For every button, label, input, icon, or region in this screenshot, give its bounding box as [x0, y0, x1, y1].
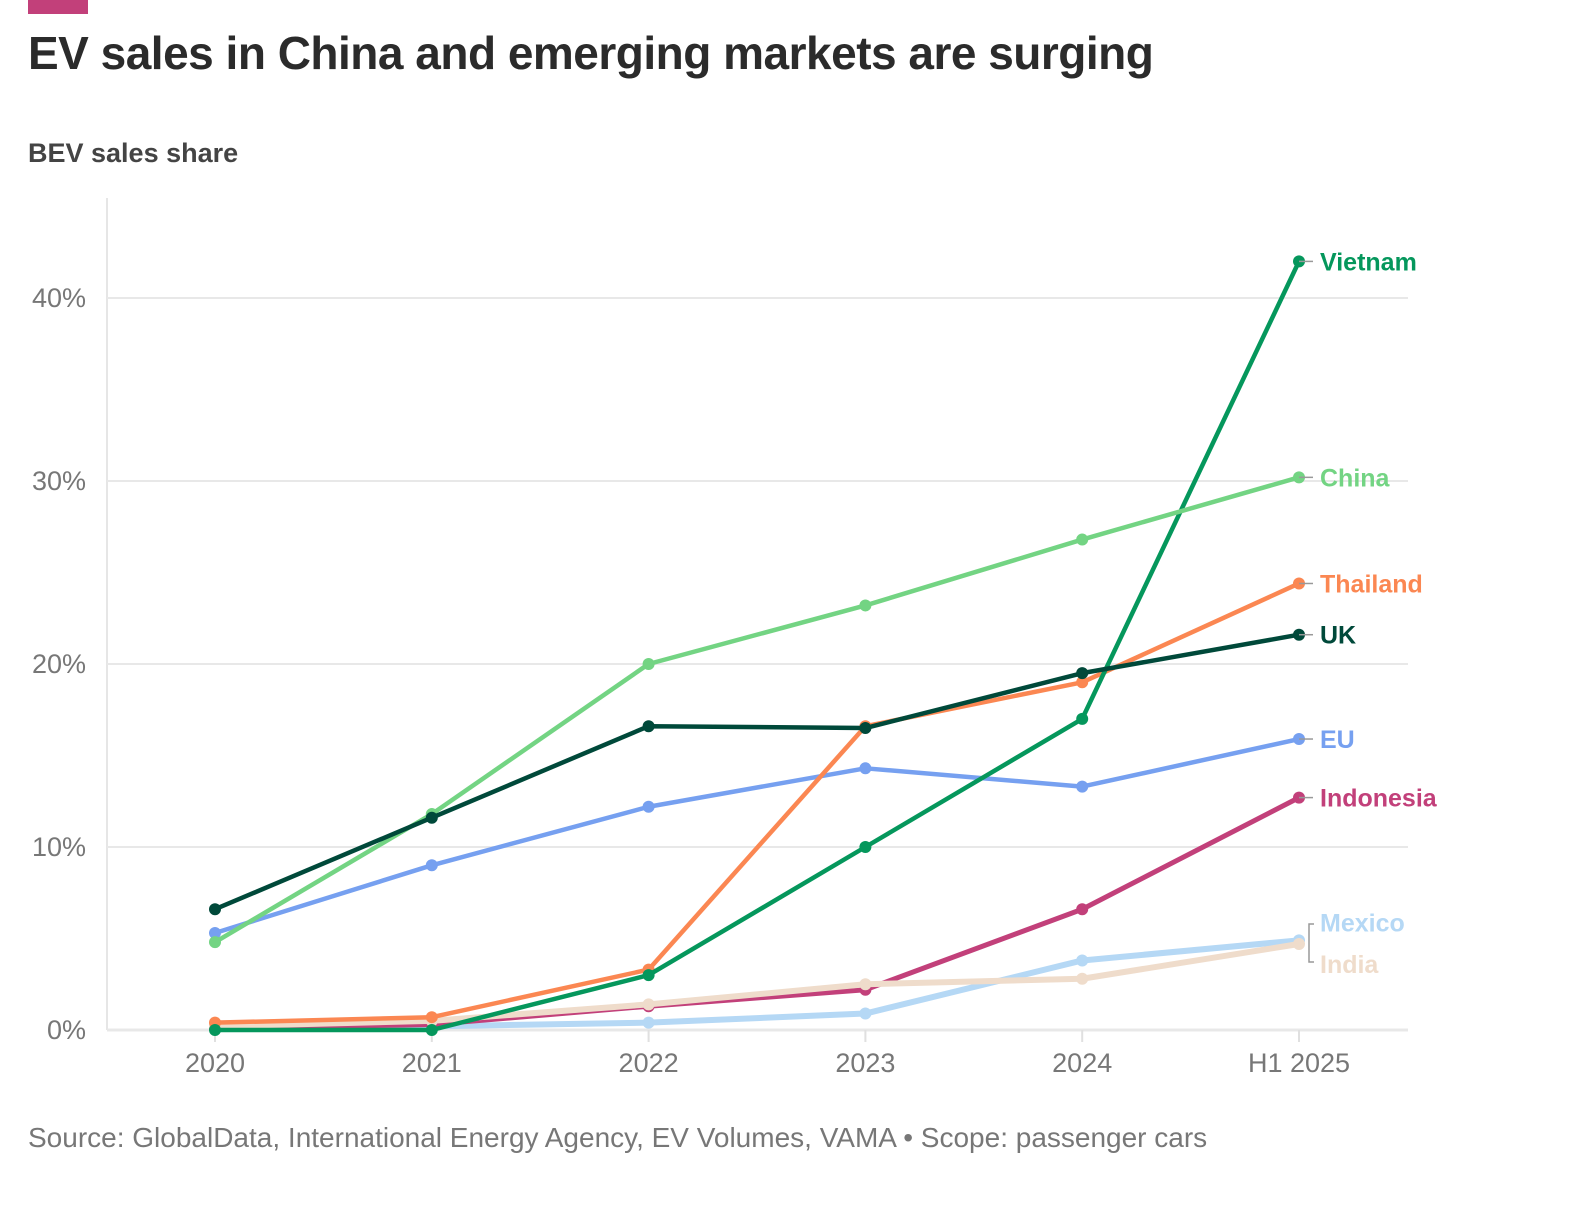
series-line-indonesia — [214, 795, 1301, 1031]
y-tick-label: 30% — [32, 466, 86, 496]
data-point-vietnam — [425, 1024, 438, 1036]
x-tick-label: H1 2025 — [1248, 1048, 1350, 1078]
series-label-uk: UK — [1320, 622, 1356, 650]
series-label-indonesia: Indonesia — [1320, 785, 1438, 813]
series-line-uk — [214, 632, 1300, 912]
data-point-uk — [425, 811, 438, 824]
data-point-china — [859, 599, 872, 612]
source-note: Source: GlobalData, International Energy… — [28, 1122, 1208, 1153]
data-point-eu — [1076, 780, 1089, 793]
data-point-india — [1293, 937, 1305, 950]
data-point-india — [859, 978, 872, 991]
y-tick-label: 0% — [47, 1015, 86, 1045]
x-tick-label: 2020 — [185, 1048, 245, 1078]
series-label-india: India — [1320, 951, 1379, 979]
data-point-vietnam — [642, 969, 655, 982]
data-point-eu — [859, 762, 872, 775]
x-tick-label: 2021 — [402, 1048, 462, 1078]
data-point-india — [642, 998, 655, 1011]
data-point-uk — [209, 903, 221, 916]
accent-bar — [28, 0, 88, 14]
data-point-china — [1076, 533, 1089, 546]
data-point-eu — [425, 859, 438, 872]
series-label-mexico: Mexico — [1320, 909, 1405, 937]
data-point-vietnam — [209, 1024, 221, 1036]
data-point-china — [642, 658, 655, 670]
data-point-indonesia — [1076, 903, 1089, 916]
data-point-uk — [642, 720, 655, 733]
data-point-india — [1076, 972, 1089, 985]
y-tick-label: 40% — [32, 283, 86, 313]
x-tick-label: 2024 — [1052, 1048, 1112, 1078]
data-point-mexico — [859, 1007, 872, 1020]
data-point-eu — [209, 927, 221, 940]
data-point-thailand — [1076, 676, 1089, 689]
data-point-thailand — [425, 1011, 438, 1024]
series-line-eu — [214, 736, 1300, 936]
series-line-mexico — [214, 937, 1300, 1032]
data-point-mexico — [1076, 954, 1089, 967]
series-label-vietnam: Vietnam — [1320, 248, 1417, 276]
data-point-mexico — [642, 1016, 655, 1029]
data-point-china — [209, 936, 221, 949]
data-point-uk — [859, 722, 872, 735]
x-tick-label: 2022 — [619, 1048, 679, 1078]
series-label-thailand: Thailand — [1320, 570, 1423, 598]
series-line-china — [213, 475, 1300, 945]
series-line-india — [214, 941, 1300, 1030]
y-tick-label: 10% — [32, 832, 86, 862]
chart-title: EV sales in China and emerging markets a… — [28, 27, 1154, 79]
label-bracket — [1308, 923, 1314, 963]
data-point-vietnam — [859, 841, 872, 853]
series-line-vietnam — [215, 260, 1302, 1033]
y-axis-label: BEV sales share — [28, 138, 239, 168]
series-label-china: China — [1320, 464, 1391, 492]
data-point-uk — [1076, 667, 1089, 680]
x-tick-label: 2023 — [835, 1048, 895, 1078]
data-point-vietnam — [1076, 712, 1089, 725]
y-tick-label: 20% — [32, 649, 86, 679]
series-label-eu: EU — [1320, 726, 1355, 754]
data-point-eu — [642, 800, 655, 813]
